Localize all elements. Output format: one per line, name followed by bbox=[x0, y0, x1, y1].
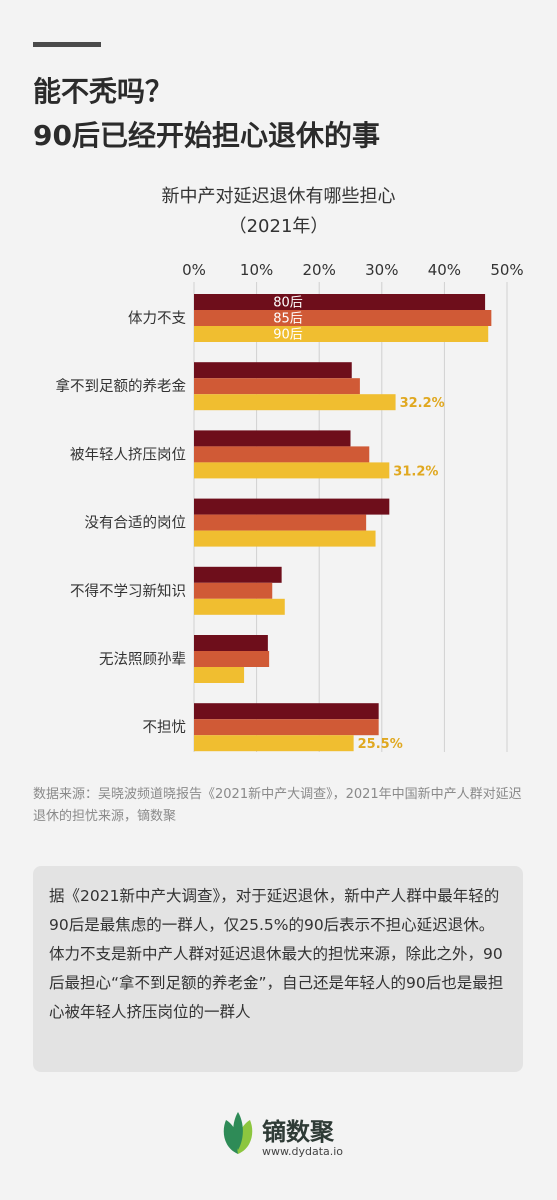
leaf-logo-icon bbox=[223, 1112, 253, 1154]
bar bbox=[194, 462, 390, 479]
chart-subtitle: （2021年） bbox=[228, 216, 329, 237]
bar bbox=[194, 430, 351, 447]
legend-label: 85后 bbox=[273, 312, 303, 327]
data-label: 31.2% bbox=[393, 464, 438, 479]
bar bbox=[194, 635, 268, 651]
brand-name: 镝数聚 bbox=[262, 1118, 334, 1146]
bar bbox=[194, 446, 370, 463]
x-tick-label: 0% bbox=[182, 261, 206, 279]
bar bbox=[194, 310, 492, 326]
x-tick-label: 30% bbox=[365, 261, 398, 279]
bar bbox=[194, 294, 486, 310]
data-label: 25.5% bbox=[358, 737, 403, 752]
bar bbox=[194, 719, 379, 736]
data-source-note: 数据来源：吴晓波频道晓报告《2021新中产大调查》，2021年中国新中产人群对延… bbox=[33, 787, 522, 824]
category-label: 不得不学习新知识 bbox=[70, 583, 186, 600]
bar bbox=[194, 498, 390, 515]
brand-url: www.dydata.io bbox=[262, 1145, 344, 1158]
summary-text: 据《2021新中产大调查》，对于延迟退休，新中产人群中最年轻的90后是最焦虑的一… bbox=[49, 887, 504, 1021]
x-tick-label: 50% bbox=[490, 261, 523, 279]
top-rule bbox=[33, 42, 101, 47]
category-label: 被年轻人挤压岗位 bbox=[70, 446, 186, 463]
legend-label: 80后 bbox=[273, 296, 303, 311]
bar bbox=[194, 598, 285, 615]
bar bbox=[194, 566, 282, 583]
chart-title-main: 新中产对延迟退休有哪些担心 bbox=[161, 186, 396, 207]
bar bbox=[194, 667, 245, 683]
category-label: 拿不到足额的养老金 bbox=[56, 377, 187, 395]
category-label: 体力不支 bbox=[128, 310, 186, 327]
x-tick-label: 10% bbox=[240, 261, 273, 279]
summary-box: 据《2021新中产大调查》，对于延迟退休，新中产人群中最年轻的90后是最焦虑的一… bbox=[33, 866, 523, 1072]
bar bbox=[194, 703, 379, 720]
page-title: 能不秃吗？ 90后已经开始担心退休的事 bbox=[33, 70, 380, 158]
category-label: 没有合适的岗位 bbox=[85, 515, 187, 532]
bar bbox=[194, 394, 396, 411]
bar bbox=[194, 514, 367, 531]
bar bbox=[194, 651, 270, 667]
bar bbox=[194, 582, 273, 599]
page-title-line2: 90后已经开始担心退休的事 bbox=[33, 119, 380, 152]
x-tick-label: 20% bbox=[303, 261, 336, 279]
category-label: 无法照顾孙辈 bbox=[99, 651, 186, 668]
bar bbox=[194, 326, 489, 342]
data-label: 32.2% bbox=[400, 396, 445, 411]
bar bbox=[194, 530, 376, 547]
legend-label: 90后 bbox=[273, 328, 303, 343]
x-tick-label: 40% bbox=[428, 261, 461, 279]
page-title-line1: 能不秃吗？ bbox=[33, 75, 174, 108]
bar-chart: 0% 10% 20% 30% 40% 50% 体力不支 80后85后90后拿不到足额的养老金被… bbox=[56, 261, 524, 752]
bar bbox=[194, 735, 354, 752]
bar bbox=[194, 378, 360, 395]
chart-title: 新中产对延迟退休有哪些担心 （2021年） bbox=[0, 182, 557, 242]
category-label: 不担忧 bbox=[143, 719, 187, 736]
bar bbox=[194, 362, 352, 379]
